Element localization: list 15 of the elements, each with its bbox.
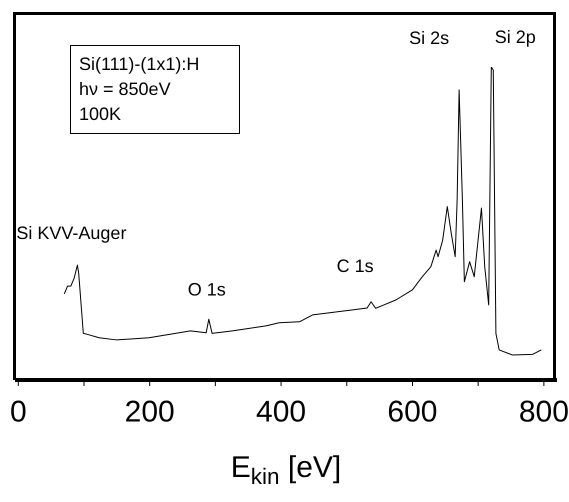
x-axis-title: E$_{kin}$ [eV]: [230, 451, 342, 489]
x-tick-label: 400: [256, 395, 306, 428]
annotation: Si(111)-(1x1):H: [79, 53, 200, 76]
annotation: C 1s: [336, 256, 374, 276]
x-tick-label: 800: [518, 395, 569, 428]
x-tick-label: 0: [10, 395, 27, 428]
info-box: Si(111)-(1x1):H hν = 850eV 100K: [70, 45, 240, 134]
x-tick-label: 200: [124, 395, 175, 428]
annotation: Si KVV-Auger: [16, 223, 126, 244]
x-tick-label: 600: [387, 395, 438, 428]
annotation: hν = 850eV: [79, 78, 172, 101]
annotation: O 1s: [188, 279, 226, 300]
annotation: 100K: [79, 103, 122, 126]
annotation: Si 2s: [409, 28, 450, 48]
annotation: Si 2p: [494, 27, 536, 47]
